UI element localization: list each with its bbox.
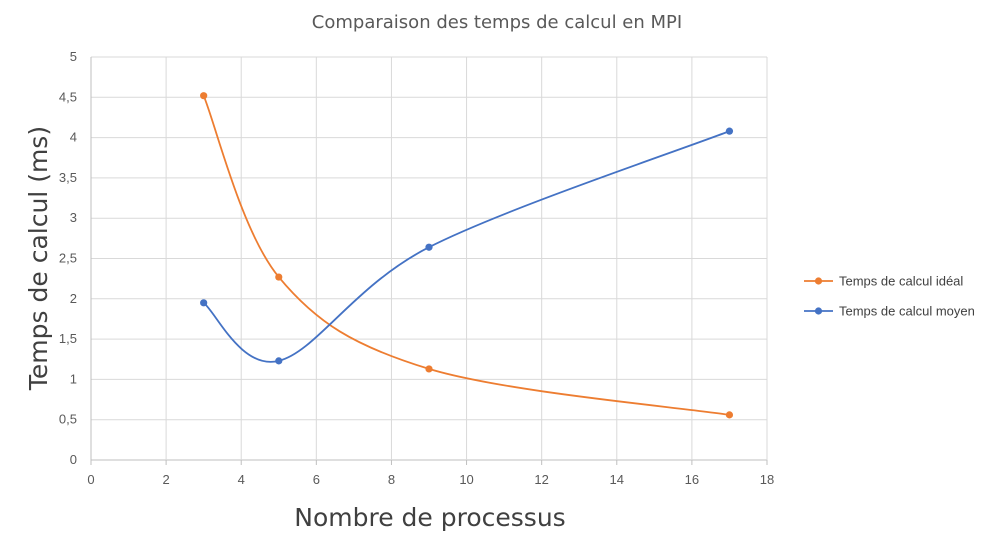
legend-swatch-marker (814, 307, 823, 315)
tick-labels: 0 0,5 1 1,5 2 2,5 3 3,5 4 4,5 5 0 2 4 6 8 10 12 14 16 18 (59, 49, 774, 487)
data-point (275, 273, 283, 281)
data-point (425, 243, 433, 251)
data-point (200, 299, 208, 307)
y-tick-label: 3 (70, 210, 77, 225)
y-tick-label: 0,5 (59, 412, 77, 427)
y-tick-label: 1,5 (59, 331, 77, 346)
series-line (202, 95, 730, 416)
y-tick-label: 0 (70, 452, 77, 467)
y-tick-label: 4 (70, 130, 77, 145)
y-tick-label: 2 (70, 291, 77, 306)
y-tick-label: 4,5 (59, 89, 77, 104)
data-point (200, 92, 208, 100)
legend-label: Temps de calcul moyen (839, 304, 975, 319)
series-lines (200, 92, 734, 419)
legend-label: Temps de calcul idéal (839, 274, 963, 289)
gridlines (90, 56, 768, 465)
x-tick-label: 14 (610, 472, 624, 487)
x-tick-label: 8 (388, 472, 395, 487)
data-point (275, 357, 283, 365)
y-tick-label: 1 (70, 371, 77, 386)
y-tick-label: 3,5 (59, 170, 77, 185)
x-tick-label: 6 (313, 472, 320, 487)
data-point (725, 411, 734, 419)
x-tick-label: 12 (534, 472, 548, 487)
x-tick-label: 16 (685, 472, 699, 487)
y-tick-label: 5 (70, 49, 77, 64)
x-tick-label: 18 (760, 472, 774, 487)
data-point (425, 365, 433, 373)
x-axis-label: Nombre de processus (294, 503, 565, 532)
series-line (203, 130, 730, 363)
x-tick-label: 10 (459, 472, 473, 487)
legend: Temps de calcul idéal Temps de calcul moy… (804, 274, 975, 319)
x-tick-label: 4 (238, 472, 245, 487)
chart-title: Comparaison des temps de calcul en MPI (312, 12, 682, 33)
legend-swatch-marker (814, 277, 823, 285)
y-axis-label: Temps de calcul (ms) (24, 126, 53, 391)
y-tick-label: 2,5 (59, 251, 77, 266)
x-tick-label: 2 (162, 472, 169, 487)
data-point (725, 127, 734, 135)
x-tick-label: 0 (87, 472, 94, 487)
